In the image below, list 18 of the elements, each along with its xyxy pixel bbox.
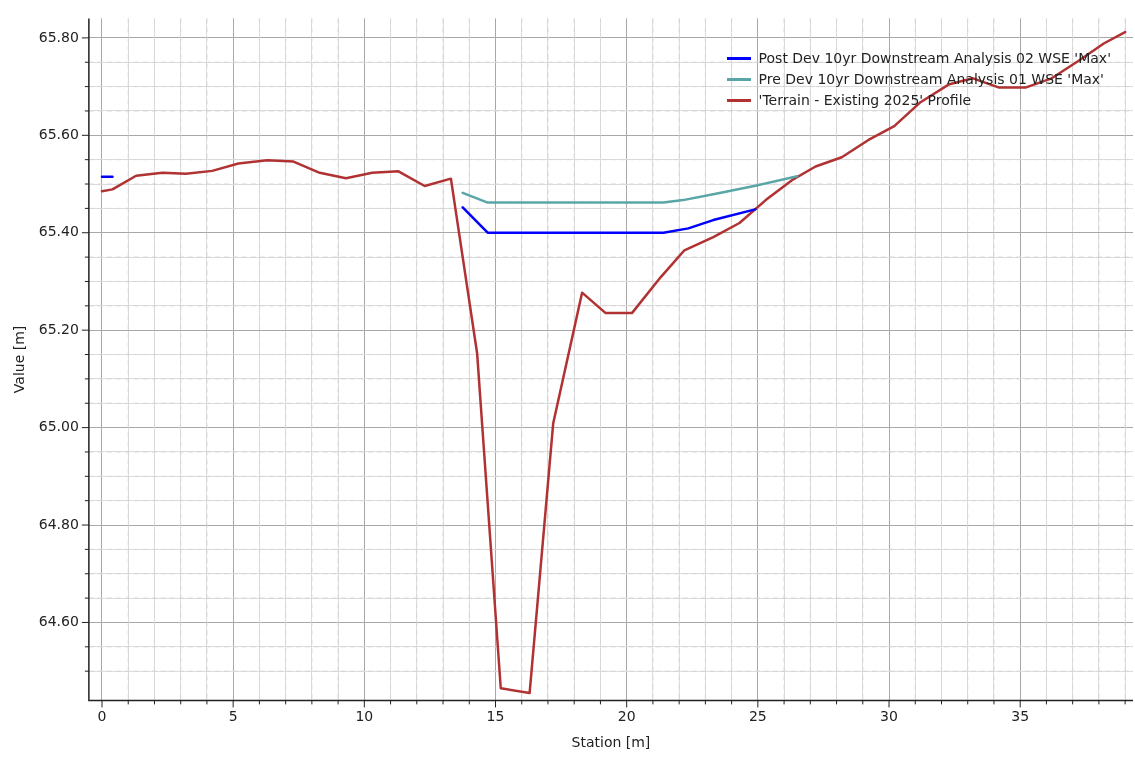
x-tick-label: 30: [880, 708, 898, 725]
y-axis-title: Value [m]: [11, 325, 28, 394]
x-tick-label: 0: [97, 708, 107, 725]
y-tick-label: 64.60: [38, 613, 79, 630]
x-axis-title: Station [m]: [571, 734, 651, 751]
x-tick-label: 15: [486, 708, 505, 725]
y-tick-label: 64.80: [38, 515, 79, 532]
x-tick-label: 20: [617, 708, 636, 725]
x-tick-label: 10: [355, 708, 374, 725]
y-tick-label: 65.40: [38, 223, 79, 240]
x-tick-label: 5: [228, 708, 238, 725]
y-tick-label: 65.60: [38, 125, 79, 142]
x-tick-label: 25: [748, 708, 767, 725]
y-tick-label: 65.80: [38, 28, 79, 45]
x-tick-label: 35: [1011, 708, 1030, 725]
y-tick-label: 65.00: [38, 418, 79, 435]
y-tick-label: 65.20: [38, 320, 79, 337]
legend-label: 'Terrain - Existing 2025' Profile: [758, 91, 972, 111]
